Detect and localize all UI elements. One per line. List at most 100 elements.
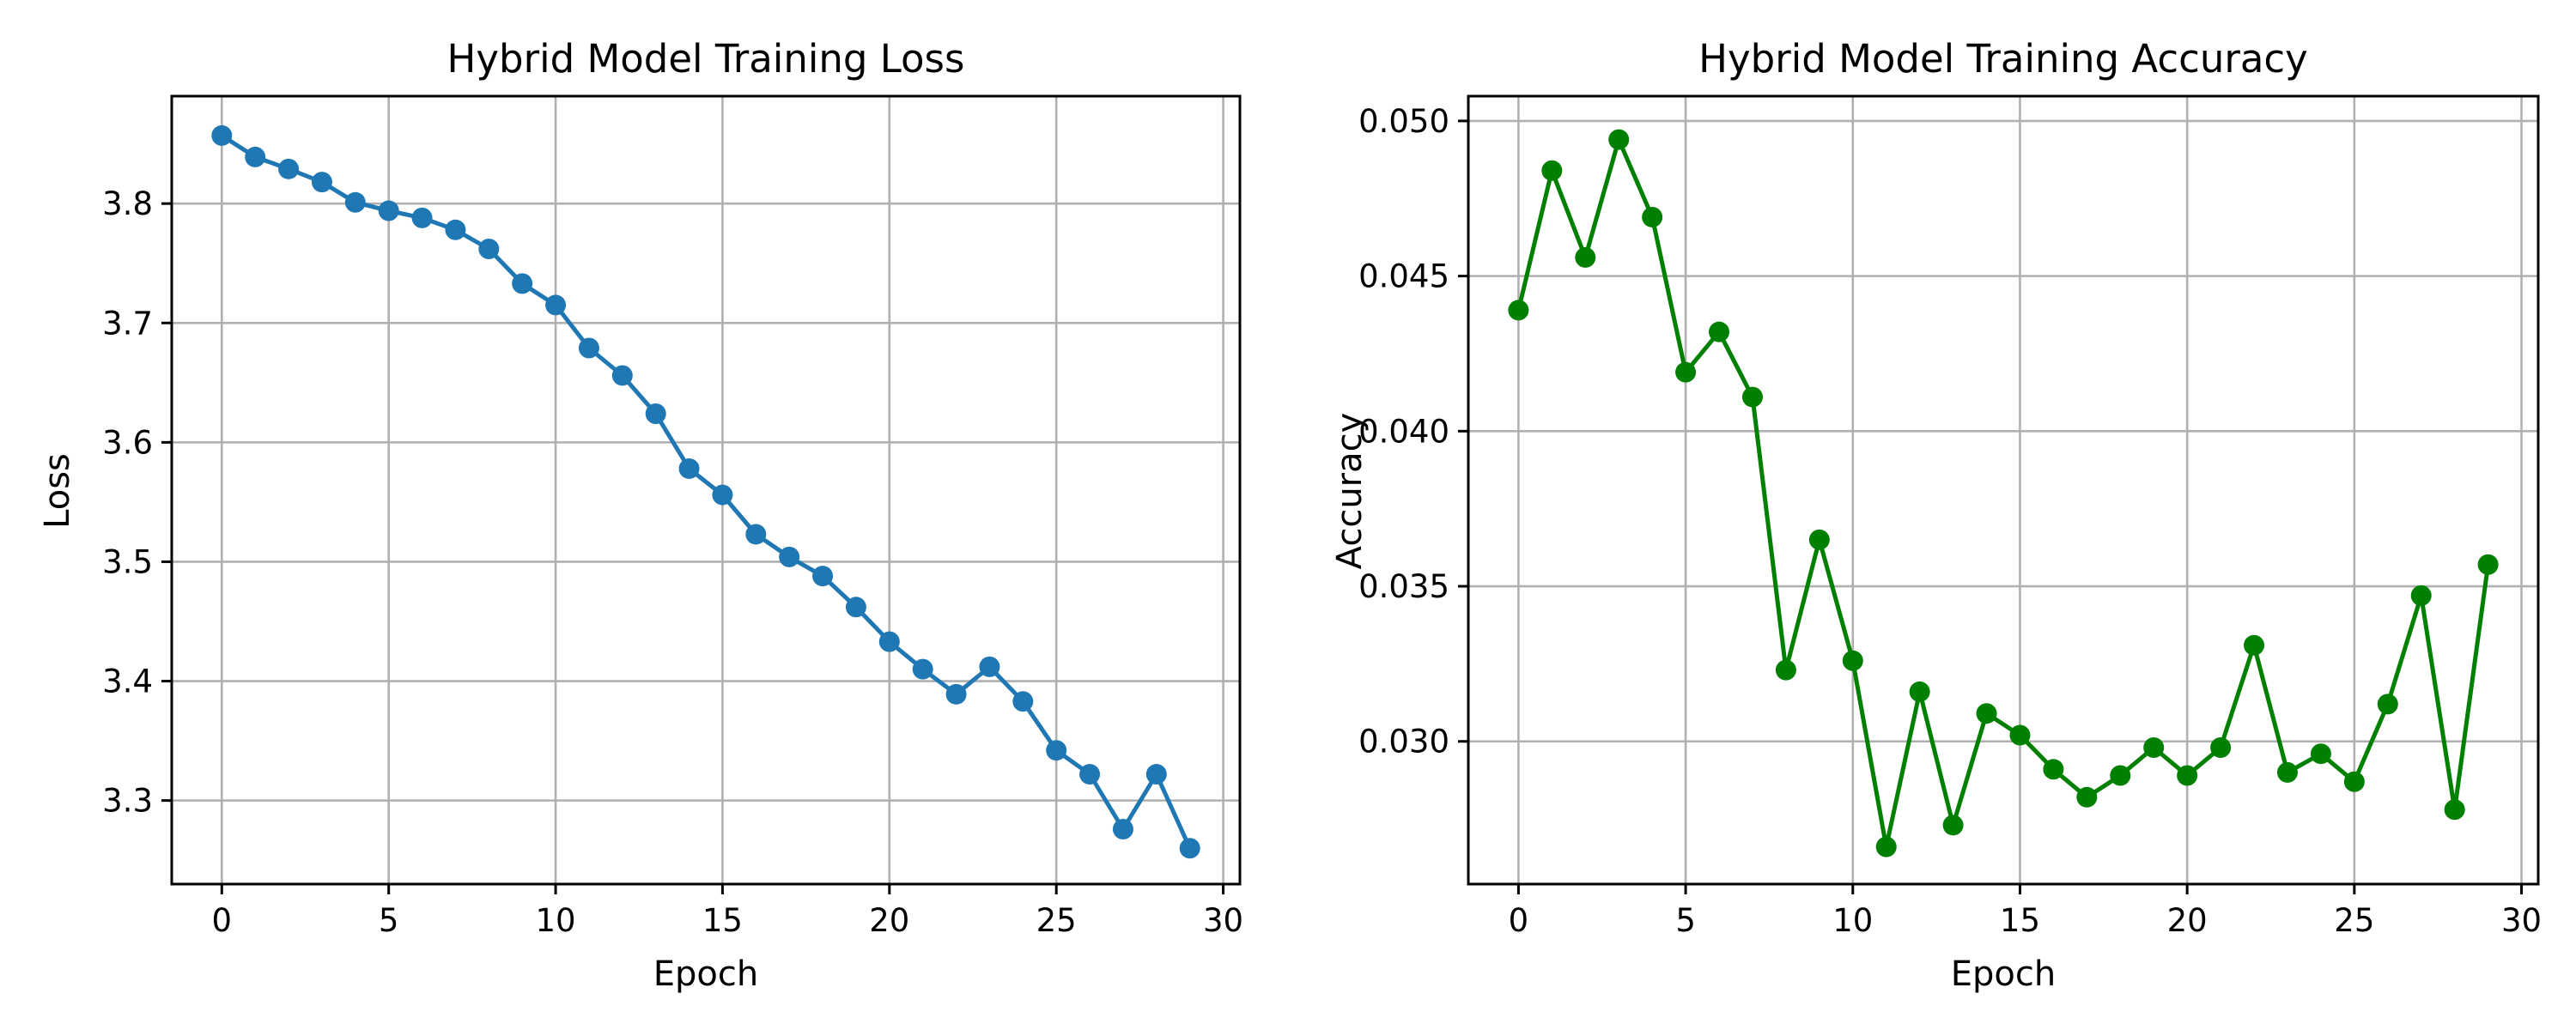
accuracy-chart-y-tick-label: 0.030 xyxy=(1358,724,1449,760)
loss-chart-data-point xyxy=(1112,819,1133,840)
loss-chart-y-tick-label: 3.6 xyxy=(102,424,153,461)
loss-chart-data-point xyxy=(979,656,1000,677)
loss-chart-data-point xyxy=(245,146,266,167)
accuracy-chart-data-point xyxy=(2143,736,2165,758)
accuracy-chart-x-tick-label: 15 xyxy=(2000,902,2040,939)
loss-chart-x-tick-label: 25 xyxy=(1036,902,1077,939)
accuracy-chart-x-tick-label: 30 xyxy=(2501,902,2542,939)
accuracy-chart-x-tick-label: 0 xyxy=(1509,902,1529,939)
loss-chart-data-point xyxy=(912,658,933,680)
accuracy-chart-data-point xyxy=(1875,836,1897,857)
accuracy-chart-y-tick-label: 0.050 xyxy=(1358,103,1449,140)
loss-chart-plot-frame xyxy=(170,94,1242,886)
loss-chart: 0 5 10 15 20 25 30 3.3 3.4 3.5 3.6 3.7 3.8 Hybrid Mod… xyxy=(38,36,1243,994)
loss-chart-y-axis-label: Loss xyxy=(38,453,77,529)
loss-chart-x-tick-label: 5 xyxy=(379,902,399,939)
accuracy-chart-data-point xyxy=(2310,743,2331,765)
loss-chart-data-point xyxy=(845,597,866,618)
accuracy-chart-data-point xyxy=(1575,246,1596,268)
loss-chart-data-point xyxy=(278,158,300,179)
loss-chart-data-point xyxy=(745,524,767,545)
loss-chart-data-point xyxy=(378,200,399,221)
loss-chart-data-point xyxy=(1145,764,1167,785)
accuracy-chart-axes: 0 5 10 15 20 25 30 0.030 0.035 0.040 0.045 0.050 xyxy=(1358,94,2542,939)
loss-chart-x-tick-label: 20 xyxy=(869,902,909,939)
accuracy-chart-y-tick-label: 0.040 xyxy=(1358,413,1449,450)
loss-chart-x-tick-label: 0 xyxy=(212,902,233,939)
accuracy-chart-title: Hybrid Model Training Accuracy xyxy=(1698,36,2308,82)
accuracy-chart-data-point xyxy=(1541,160,1563,181)
accuracy-chart-data-point xyxy=(2477,554,2499,575)
accuracy-chart-y-tick-label: 0.035 xyxy=(1358,568,1449,605)
loss-chart-data-point xyxy=(1046,740,1067,761)
accuracy-chart-x-axis-label: Epoch xyxy=(1951,954,2056,994)
accuracy-chart-data-point xyxy=(2377,694,2398,715)
accuracy-chart-data-point xyxy=(2276,761,2298,783)
loss-chart-y-tick-label: 3.5 xyxy=(102,543,153,580)
loss-chart-data-point xyxy=(1079,764,1101,785)
accuracy-chart-data-point xyxy=(2343,771,2365,792)
accuracy-chart-data-point xyxy=(1642,206,1663,227)
accuracy-chart-data-point xyxy=(2076,786,2098,808)
accuracy-chart-data-point xyxy=(1842,650,1863,671)
accuracy-chart-data-point xyxy=(1608,129,1630,150)
loss-chart-data-point xyxy=(545,294,567,316)
accuracy-chart-series xyxy=(1508,129,2499,857)
accuracy-chart-x-tick-label: 5 xyxy=(1675,902,1696,939)
loss-chart-data-point xyxy=(512,273,533,294)
accuracy-chart-data-point xyxy=(1675,361,1697,383)
accuracy-chart-data-point xyxy=(1709,321,1730,342)
loss-chart-x-axis-label: Epoch xyxy=(653,954,758,994)
accuracy-chart-x-tick-label: 25 xyxy=(2334,902,2374,939)
accuracy-chart-x-tick-label: 20 xyxy=(2167,902,2208,939)
accuracy-chart-data-point xyxy=(2244,634,2265,656)
loss-chart-data-point xyxy=(1179,838,1200,859)
loss-chart-data-point xyxy=(779,546,800,567)
accuracy-chart-data-point xyxy=(2410,585,2432,606)
accuracy-chart-data-point xyxy=(1508,300,1529,321)
loss-chart-data-point xyxy=(211,124,233,146)
loss-chart-series xyxy=(211,124,1200,859)
loss-chart-data-point xyxy=(578,337,599,359)
accuracy-chart-data-point xyxy=(1808,529,1830,550)
accuracy-chart-x-tick-label: 10 xyxy=(1832,902,1873,939)
accuracy-chart-data-point xyxy=(1976,703,1997,724)
loss-chart-grid xyxy=(172,96,1240,884)
loss-chart-data-point xyxy=(411,207,433,228)
accuracy-chart-data-point xyxy=(2444,799,2465,821)
accuracy-chart-data-point xyxy=(2177,765,2198,786)
loss-chart-data-point xyxy=(678,457,700,479)
loss-chart-y-tick-label: 3.7 xyxy=(102,305,153,342)
loss-chart-y-tick-label: 3.3 xyxy=(102,783,153,820)
loss-chart-x-tick-label: 15 xyxy=(702,902,743,939)
accuracy-chart: 0 5 10 15 20 25 30 0.030 0.035 0.040 0.045 0.050 Hyb… xyxy=(1330,36,2542,994)
loss-chart-data-point xyxy=(878,631,900,652)
loss-chart-data-point xyxy=(645,403,666,424)
loss-chart-data-point xyxy=(344,191,366,213)
loss-chart-data-point xyxy=(712,484,733,506)
accuracy-chart-y-axis-label: Accuracy xyxy=(1330,413,1370,570)
loss-chart-data-point xyxy=(445,219,466,240)
loss-chart-y-tick-label: 3.4 xyxy=(102,663,153,700)
accuracy-chart-data-point xyxy=(2043,759,2064,780)
loss-chart-data-point xyxy=(1012,691,1034,712)
loss-chart-data-point xyxy=(311,172,332,193)
accuracy-chart-data-point xyxy=(2210,736,2232,758)
loss-chart-title: Hybrid Model Training Loss xyxy=(447,36,965,82)
accuracy-chart-data-point xyxy=(1909,681,1930,702)
accuracy-chart-plot-frame xyxy=(1467,94,2540,886)
loss-chart-x-tick-label: 10 xyxy=(536,902,576,939)
accuracy-chart-data-point xyxy=(1741,386,1763,408)
accuracy-chart-data-point xyxy=(1775,659,1796,681)
loss-chart-x-tick-label: 30 xyxy=(1203,902,1243,939)
loss-chart-data-point xyxy=(945,683,967,705)
accuracy-chart-data-point xyxy=(1942,815,1964,836)
loss-chart-data-point xyxy=(812,566,834,587)
accuracy-chart-y-tick-label: 0.045 xyxy=(1358,258,1449,295)
accuracy-chart-data-point xyxy=(2110,765,2131,786)
loss-chart-axes: 0 5 10 15 20 25 30 3.3 3.4 3.5 3.6 3.7 3.8 xyxy=(102,94,1243,939)
loss-chart-y-tick-label: 3.8 xyxy=(102,185,153,222)
loss-chart-data-point xyxy=(611,365,633,386)
